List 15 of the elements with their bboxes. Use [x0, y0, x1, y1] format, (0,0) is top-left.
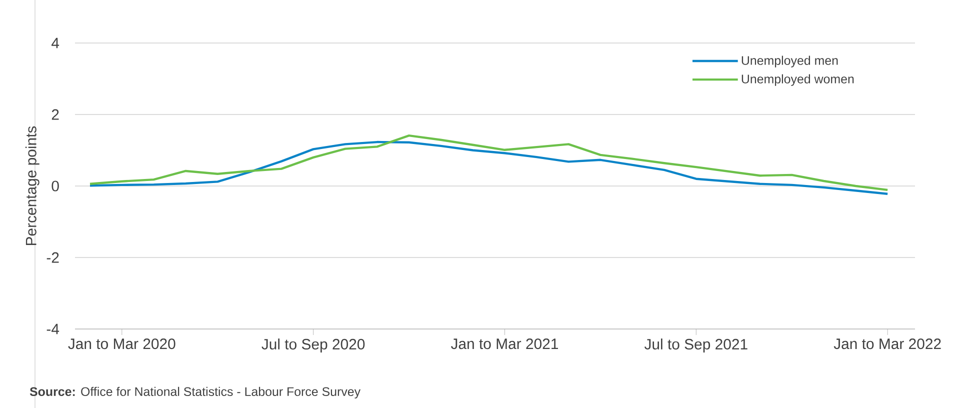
line-series — [88, 140, 889, 195]
y-tick-label: 4 — [52, 38, 60, 48]
x-tick-label: Jan to Mar 2020 — [68, 338, 176, 350]
text: Source: Office for National Statistics - Labour Force Survey — [30, 386, 361, 398]
x-tick-label: Jan to Mar 2022 — [834, 338, 941, 350]
legend-label: Unemployed women — [742, 74, 854, 86]
x-tick-label: Jul to Sep 2021 — [644, 338, 748, 352]
x-tick-label: Jan to Mar 2021 — [450, 338, 558, 350]
y-tick-label: -4 — [46, 324, 60, 334]
legend-label: Unemployed men — [742, 56, 838, 68]
y-tick-label: 0 — [52, 180, 59, 192]
y-axis-title: Percentage points — [25, 126, 40, 246]
y-tick-label: 2 — [52, 109, 59, 120]
y-tick-label: -2 — [46, 252, 59, 263]
x-tick-label: Jul to Sep 2020 — [262, 338, 365, 352]
